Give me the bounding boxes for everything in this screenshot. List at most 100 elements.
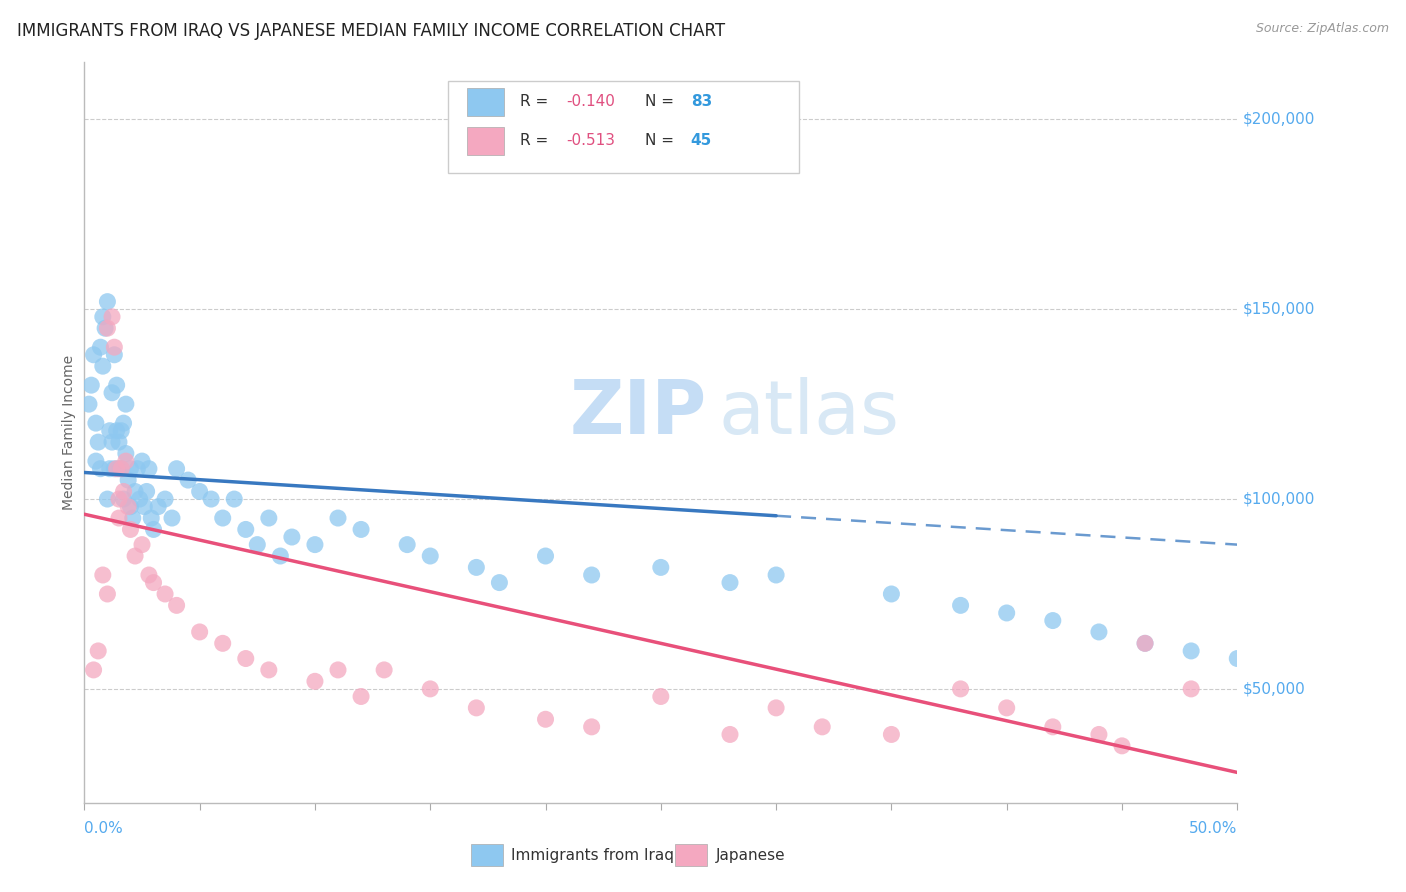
Point	[257, 663, 280, 677]
Text: -0.140: -0.140	[567, 95, 616, 109]
Text: 50.0%: 50.0%	[1189, 822, 1237, 837]
Point	[465, 560, 488, 574]
Point	[811, 720, 834, 734]
Point	[396, 538, 419, 552]
Text: Immigrants from Iraq: Immigrants from Iraq	[510, 848, 673, 863]
Point	[110, 424, 132, 438]
Point	[1133, 636, 1156, 650]
Point	[1088, 727, 1111, 741]
Text: R =: R =	[520, 134, 554, 148]
Point	[77, 397, 100, 411]
Point	[880, 587, 903, 601]
Point	[83, 663, 105, 677]
Point	[718, 727, 741, 741]
Point	[765, 701, 787, 715]
Point	[110, 461, 132, 475]
Point	[101, 385, 124, 400]
Point	[995, 701, 1018, 715]
Point	[91, 310, 114, 324]
Point	[117, 473, 139, 487]
Point	[84, 416, 107, 430]
Text: Japanese: Japanese	[716, 848, 786, 863]
Text: IMMIGRANTS FROM IRAQ VS JAPANESE MEDIAN FAMILY INCOME CORRELATION CHART: IMMIGRANTS FROM IRAQ VS JAPANESE MEDIAN …	[17, 22, 725, 40]
Point	[326, 663, 349, 677]
FancyBboxPatch shape	[675, 844, 707, 866]
Point	[108, 491, 131, 506]
Point	[131, 538, 153, 552]
Point	[112, 416, 135, 430]
Point	[224, 491, 246, 506]
Point	[1042, 614, 1064, 628]
Point	[949, 681, 972, 696]
Text: $50,000: $50,000	[1243, 681, 1306, 697]
Text: 83: 83	[690, 95, 711, 109]
Point	[103, 340, 125, 354]
Point	[166, 599, 188, 613]
Point	[96, 491, 118, 506]
Point	[211, 636, 233, 650]
Text: $150,000: $150,000	[1243, 301, 1316, 317]
Point	[235, 651, 257, 665]
Point	[105, 424, 128, 438]
Point	[120, 523, 142, 537]
Point	[83, 348, 105, 362]
Point	[96, 294, 118, 309]
FancyBboxPatch shape	[467, 87, 503, 116]
Point	[465, 701, 488, 715]
FancyBboxPatch shape	[467, 127, 503, 155]
Point	[108, 435, 131, 450]
Point	[134, 500, 156, 514]
Text: N =: N =	[645, 95, 679, 109]
Text: N =: N =	[645, 134, 679, 148]
Point	[108, 461, 131, 475]
Point	[1088, 624, 1111, 639]
Point	[949, 599, 972, 613]
Text: Source: ZipAtlas.com: Source: ZipAtlas.com	[1256, 22, 1389, 36]
Point	[153, 491, 176, 506]
Point	[101, 435, 124, 450]
Point	[112, 484, 135, 499]
Point	[105, 461, 128, 475]
Text: 45: 45	[690, 134, 711, 148]
Text: ZIP: ZIP	[569, 377, 707, 450]
Point	[650, 690, 672, 704]
Point	[98, 461, 121, 475]
Point	[110, 461, 132, 475]
Point	[101, 310, 124, 324]
Point	[115, 397, 138, 411]
Point	[94, 321, 117, 335]
Point	[141, 511, 163, 525]
Point	[581, 568, 603, 582]
Point	[534, 712, 557, 726]
Point	[373, 663, 395, 677]
Point	[120, 500, 142, 514]
Point	[146, 500, 169, 514]
Point	[120, 461, 142, 475]
Point	[304, 538, 326, 552]
Point	[188, 484, 211, 499]
Point	[103, 461, 125, 475]
Text: R =: R =	[520, 95, 554, 109]
Point	[135, 484, 157, 499]
Point	[304, 674, 326, 689]
Point	[269, 549, 291, 563]
Point	[128, 491, 150, 506]
Point	[188, 624, 211, 639]
Point	[350, 523, 373, 537]
Point	[96, 321, 118, 335]
Point	[350, 690, 373, 704]
Point	[257, 511, 280, 525]
Point	[235, 523, 257, 537]
Point	[1180, 644, 1202, 658]
Point	[105, 378, 128, 392]
Point	[246, 538, 269, 552]
Point	[112, 491, 135, 506]
Point	[91, 359, 114, 374]
Point	[650, 560, 672, 574]
Point	[127, 461, 149, 475]
Point	[160, 511, 183, 525]
Point	[84, 454, 107, 468]
Point	[1042, 720, 1064, 734]
Point	[103, 348, 125, 362]
Point	[131, 454, 153, 468]
